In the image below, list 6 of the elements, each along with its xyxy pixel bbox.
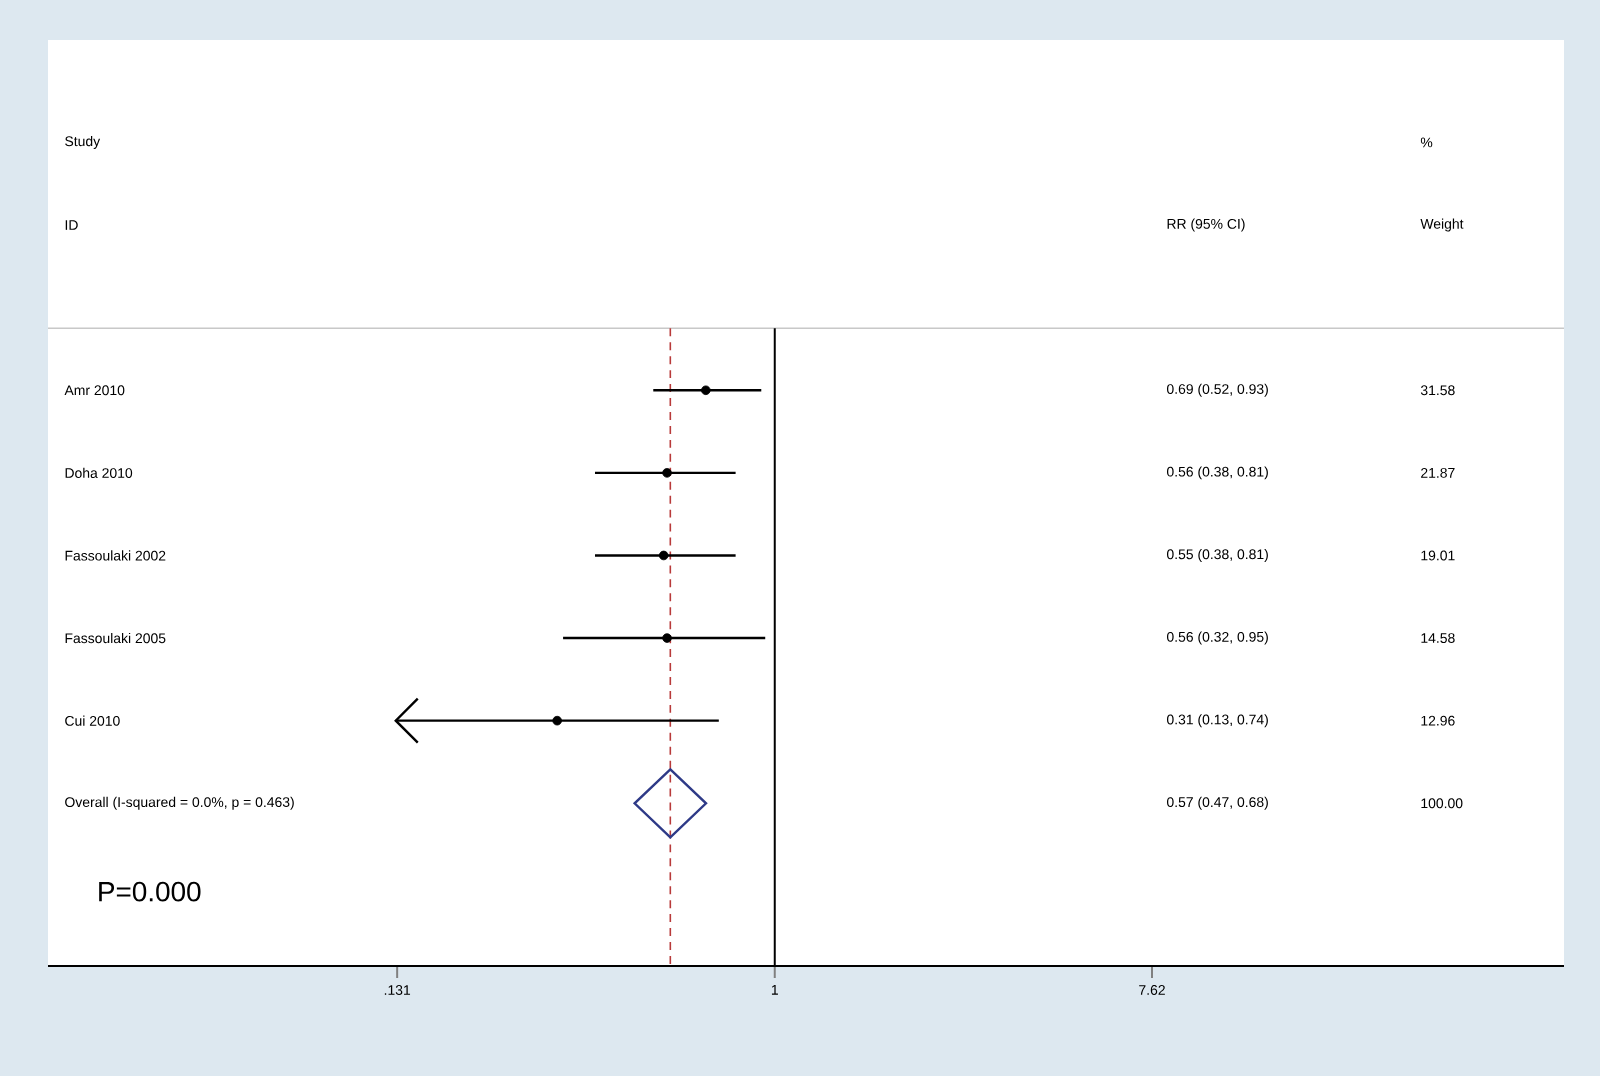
point <box>662 468 672 478</box>
point <box>662 633 672 643</box>
point <box>633 768 708 839</box>
point <box>552 715 562 726</box>
point <box>658 550 669 561</box>
text: P=0.000 <box>99 881 201 902</box>
